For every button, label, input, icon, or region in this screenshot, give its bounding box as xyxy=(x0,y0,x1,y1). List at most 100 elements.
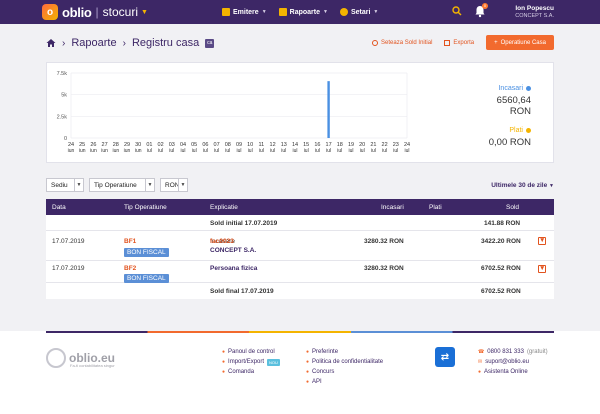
footer-link-preferinte[interactable]: ● Preferinte xyxy=(306,349,383,355)
user-menu[interactable]: Ion Popescu CONCEPT S.A. xyxy=(515,5,554,19)
x-tick-month: iul xyxy=(304,148,309,154)
notification-count-badge: 0 xyxy=(482,3,488,9)
footer-link-dashboard[interactable]: ● Panoul de control xyxy=(222,349,280,355)
x-tick-day: 25 xyxy=(79,142,85,148)
chevron-down-icon: ▼ xyxy=(178,179,187,191)
row-date: 17.07.2019 xyxy=(52,238,85,245)
final-balance-value: 6702.52 RON xyxy=(481,288,521,295)
table-row-final-balance: Sold final 17.07.2019 6702.52 RON xyxy=(46,283,554,299)
footer-link-api[interactable]: ● API xyxy=(306,379,383,385)
teamviewer-icon[interactable]: ⇄ xyxy=(435,347,455,367)
phone-icon: ☎ xyxy=(478,349,485,355)
footer-phone[interactable]: ☎ 0800 831 333 (gratuit) xyxy=(478,349,548,355)
column-header-sold[interactable]: Sold xyxy=(506,204,520,211)
chevron-down-icon: ▼ xyxy=(261,9,267,15)
row-doc-link[interactable]: BF2 xyxy=(124,265,137,272)
x-tick-month: iul xyxy=(270,148,275,154)
search-icon[interactable] xyxy=(452,6,462,16)
legend-plati-value: 0,00 RON xyxy=(488,137,531,148)
x-tick-month: iul xyxy=(292,148,297,154)
x-tick-day: 18 xyxy=(337,142,343,148)
x-tick-month: iul xyxy=(360,148,365,154)
column-header-explicatie[interactable]: Explicatie xyxy=(210,204,238,211)
legend-incasari-label: Incasari xyxy=(498,85,523,92)
nav-item-emitere[interactable]: Emitere ▼ xyxy=(222,6,267,18)
x-tick-month: iul xyxy=(147,148,152,154)
row-incasari: 3280.32 RON xyxy=(364,238,404,245)
x-tick-day: 05 xyxy=(191,142,197,148)
x-tick-day: 24 xyxy=(68,142,74,148)
x-tick-month: iul xyxy=(158,148,163,154)
breadcrumb-separator-icon: › xyxy=(62,37,66,49)
x-tick-day: 30 xyxy=(135,142,141,148)
footer-logo[interactable]: oblio.eu xyxy=(46,348,115,368)
x-tick-month: iul xyxy=(236,148,241,154)
footer-email-address: suport@oblio.eu xyxy=(485,359,529,365)
breadcrumb-separator-icon: › xyxy=(122,37,126,49)
footer-link-import-export[interactable]: ● Import/Export NOU xyxy=(222,358,280,366)
add-cash-operation-button[interactable]: + Operatiune Casa xyxy=(486,35,554,50)
x-tick-day: 10 xyxy=(247,142,253,148)
home-icon[interactable] xyxy=(46,38,56,48)
x-tick-month: iul xyxy=(248,148,253,154)
x-tick-day: 20 xyxy=(359,142,365,148)
expand-row-icon[interactable]: ▼ xyxy=(538,265,546,273)
footer-link-label: Concurs xyxy=(312,369,335,375)
nav-item-rapoarte[interactable]: Rapoarte ▼ xyxy=(278,6,328,18)
breadcrumb: › Rapoarte › Registru casa ca xyxy=(46,37,215,49)
footer-link-label: Panoul de control xyxy=(228,349,275,355)
x-tick-month: iul xyxy=(371,148,376,154)
column-header-tip[interactable]: Tip Operatiune xyxy=(124,204,167,211)
page-title: Registru casa xyxy=(131,37,200,49)
breadcrumb-rapoarte[interactable]: Rapoarte xyxy=(71,37,117,49)
period-dropdown[interactable]: Ultimele 30 de zile ▼ xyxy=(491,182,554,189)
legend-incasari-value: 6560,64 RON xyxy=(496,95,531,117)
set-initial-balance-label: Seteaza Sold Initial xyxy=(381,39,433,46)
user-name: Ion Popescu xyxy=(515,5,554,12)
chat-icon: ● xyxy=(478,369,482,375)
bullet-icon: ● xyxy=(222,369,226,375)
column-header-data[interactable]: Data xyxy=(52,204,66,211)
currency-select[interactable]: RON ▼ xyxy=(160,178,188,192)
x-tick-day: 08 xyxy=(225,142,231,148)
x-tick-day: 22 xyxy=(382,142,388,148)
table-row[interactable]: 17.07.2019 BF2 BON FISCAL Persoana fizic… xyxy=(46,261,554,283)
x-tick-month: iun xyxy=(90,148,97,154)
table-header: Data Tip Operatiune Explicatie Incasari … xyxy=(46,199,554,215)
row-date: 17.07.2019 xyxy=(52,265,85,272)
export-button[interactable]: Exporta xyxy=(444,39,475,46)
tip-operatiune-select[interactable]: Tip Operatiune ▼ xyxy=(89,178,155,192)
nav-item-setari[interactable]: Setari ▼ xyxy=(339,6,378,18)
row-client-link[interactable]: CONCEPT S.A. xyxy=(210,247,257,254)
y-tick-label: 7.5k xyxy=(57,71,68,77)
footer-phone-number: 0800 831 333 xyxy=(487,349,524,355)
footer-link-privacy[interactable]: ● Politica de confidentialitate xyxy=(306,359,383,365)
x-tick-month: iul xyxy=(326,148,331,154)
footer-link-concurs[interactable]: ● Concurs xyxy=(306,369,383,375)
set-initial-balance-button[interactable]: Seteaza Sold Initial xyxy=(372,39,433,46)
footer-chat-label: Asistenta Online xyxy=(484,369,528,375)
footer-chat[interactable]: ● Asistenta Online xyxy=(478,369,548,375)
expand-row-icon[interactable]: ▼ xyxy=(538,237,546,245)
x-tick-day: 11 xyxy=(259,142,265,148)
export-icon xyxy=(444,39,451,46)
brand-logo[interactable]: o oblio | stocuri ▼ xyxy=(42,4,148,20)
row-invoice-link[interactable]: fac0023 xyxy=(210,238,234,245)
row-doc-link[interactable]: BF1 xyxy=(124,238,137,245)
footer-link-comanda[interactable]: ● Comanda xyxy=(222,369,280,375)
top-navbar: o oblio | stocuri ▼ Emitere ▼ Rapoarte ▼… xyxy=(0,0,600,24)
column-header-plati[interactable]: Plati xyxy=(429,204,442,211)
row-client-link[interactable]: Persoana fizica xyxy=(210,265,258,272)
bullet-icon: ● xyxy=(306,369,310,375)
sediu-select[interactable]: Sediu ▼ xyxy=(46,178,84,192)
y-tick-label: 5k xyxy=(61,93,67,99)
column-header-incasari[interactable]: Incasari xyxy=(381,204,404,211)
chevron-down-icon: ▼ xyxy=(549,183,554,189)
export-label: Exporta xyxy=(453,39,475,46)
row-doc-type-badge: BON FISCAL xyxy=(124,248,169,257)
footer-email[interactable]: ✉ suport@oblio.eu xyxy=(478,359,548,365)
tip-operatiune-select-value: Tip Operatiune xyxy=(94,181,137,189)
x-tick-day: 29 xyxy=(124,142,130,148)
table-row[interactable]: 17.07.2019 BF1 BON FISCAL Incasare fac00… xyxy=(46,231,554,261)
x-tick-month: iul xyxy=(348,148,353,154)
